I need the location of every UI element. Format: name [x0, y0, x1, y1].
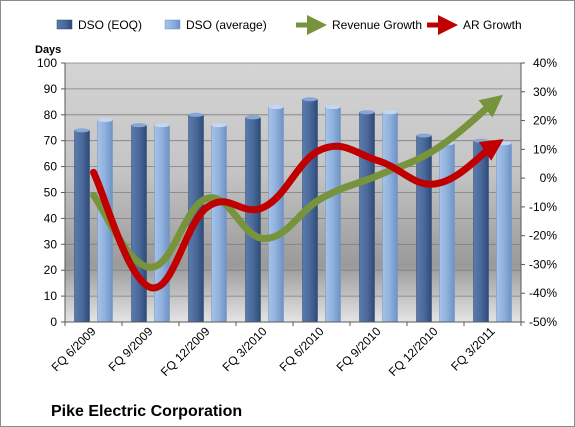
- bar-dso-eoq: [74, 130, 90, 323]
- legend-label-dso-eoq: DSO (EOQ): [78, 18, 142, 32]
- y-tick-label-left: 0: [50, 315, 57, 329]
- bar-top: [416, 133, 432, 138]
- bar-dso-eoq: [473, 140, 489, 323]
- y-tick-label-left: 30: [44, 237, 58, 251]
- line-series: [90, 94, 504, 292]
- y-tick-label-right: 0%: [540, 171, 558, 185]
- x-tick-label: FQ 3/2010: [220, 324, 270, 374]
- x-axis-ticks: FQ 6/2009 FQ 9/2009 FQ 12/2009 FQ 3/2010 FQ …: [49, 322, 522, 379]
- y-tick-label-left: 40: [44, 211, 58, 225]
- bar-dso-eoq: [245, 117, 261, 323]
- bar-top: [496, 141, 512, 146]
- y-tick-label-left: 60: [44, 160, 58, 174]
- y-axis-right-ticks: -50% -40% -30% -20% -10% 0% 10% 20% 30% 40%: [521, 56, 557, 329]
- bar-dso-average: [268, 106, 284, 323]
- bar-top: [211, 123, 227, 128]
- x-tick-label: FQ 9/2010: [334, 324, 384, 374]
- bar-dso-eoq: [359, 111, 375, 323]
- bar-dso-eoq: [416, 135, 432, 323]
- y-tick-label-right: -40%: [529, 286, 557, 300]
- y-tick-label-right: -50%: [529, 315, 557, 329]
- y-tick-label-right: -30%: [529, 257, 557, 271]
- legend-label-dso-average: DSO (average): [186, 18, 267, 32]
- x-tick-label: FQ 6/2010: [277, 324, 327, 374]
- bar-dso-average: [154, 124, 170, 323]
- y-axis-title-left: Days: [35, 44, 61, 56]
- y-tick-label-left: 80: [44, 108, 58, 122]
- legend-swatch-dso-average: [164, 19, 181, 30]
- y-tick-label-left: 90: [44, 82, 58, 96]
- legend-swatch-dso-eoq: [56, 19, 73, 30]
- bar-dso-average: [439, 143, 455, 323]
- x-tick-label: FQ 3/2011: [448, 324, 498, 374]
- y-tick-label-right: 30%: [533, 85, 557, 99]
- bar-dso-average: [325, 106, 341, 323]
- bar-top: [268, 105, 284, 110]
- bar-dso-eoq: [131, 124, 147, 323]
- revenue-growth-line: [90, 94, 503, 271]
- x-tick-label: FQ 12/2009: [158, 324, 213, 379]
- x-tick-label: FQ 6/2009: [49, 324, 99, 374]
- y-tick-label-right: 10%: [533, 142, 557, 156]
- bar-top: [188, 112, 204, 117]
- y-tick-label-left: 20: [44, 263, 58, 277]
- bar-dso-average: [211, 124, 227, 323]
- y-tick-label-right: -10%: [529, 200, 557, 214]
- y-tick-label-left: 10: [44, 289, 58, 303]
- y-tick-label-left: 100: [37, 56, 57, 70]
- legend-label-revenue-growth: Revenue Growth: [332, 18, 422, 32]
- bar-top: [473, 138, 489, 143]
- y-tick-label-right: -20%: [529, 229, 557, 243]
- bar-top: [131, 123, 147, 128]
- bar-dso-average: [382, 111, 398, 323]
- y-tick-label-right: 20%: [533, 114, 557, 128]
- bar-top: [302, 97, 318, 102]
- ar-growth-line: [90, 139, 504, 292]
- bar-top: [154, 123, 170, 128]
- bar-top: [359, 110, 375, 115]
- y-tick-label-right: 40%: [533, 56, 557, 70]
- bar-top: [382, 110, 398, 115]
- bar-top: [74, 128, 90, 133]
- bar-top: [245, 115, 261, 120]
- bar-dso-average: [496, 143, 512, 323]
- y-tick-label-left: 70: [44, 134, 58, 148]
- company-name: Pike Electric Corporation: [51, 403, 242, 420]
- x-tick-label: FQ 12/2010: [386, 324, 441, 379]
- y-tick-label-left: 50: [44, 186, 58, 200]
- legend-label-ar-growth: AR Growth: [463, 18, 522, 32]
- y-axis-left-ticks: 0 10 20 30 40 50 60 70 80 90 100: [37, 56, 65, 329]
- x-tick-label: FQ 9/2009: [106, 324, 156, 374]
- bar-top: [97, 117, 113, 122]
- legend: DSO (EOQ) DSO (average) Revenue Growth A…: [56, 15, 522, 35]
- bar-top: [325, 105, 341, 110]
